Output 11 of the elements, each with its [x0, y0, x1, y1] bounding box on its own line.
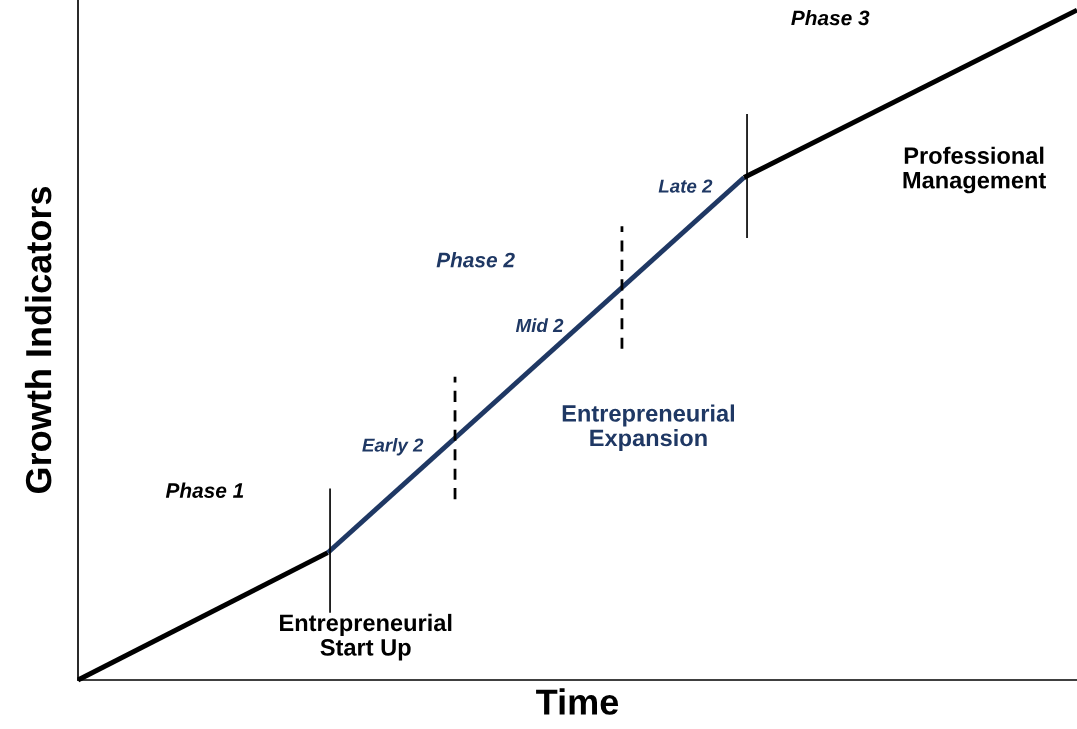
annotation: Mid 2	[515, 318, 564, 333]
annotation: Entrepreneurial Start Up	[280, 613, 452, 661]
annotation: Phase 2	[436, 252, 515, 268]
x-axis-title: Time	[536, 688, 619, 715]
annotation: Entrepreneurial Expansion	[562, 404, 735, 452]
y-axis-title: Growth Indicators	[24, 186, 52, 493]
annotation: Phase 3	[791, 10, 870, 26]
annotation: Phase 1	[165, 482, 244, 498]
annotation: Late 2	[658, 179, 713, 193]
annotation: Early 2	[362, 438, 424, 456]
annotation: Professional Management	[903, 146, 1046, 194]
